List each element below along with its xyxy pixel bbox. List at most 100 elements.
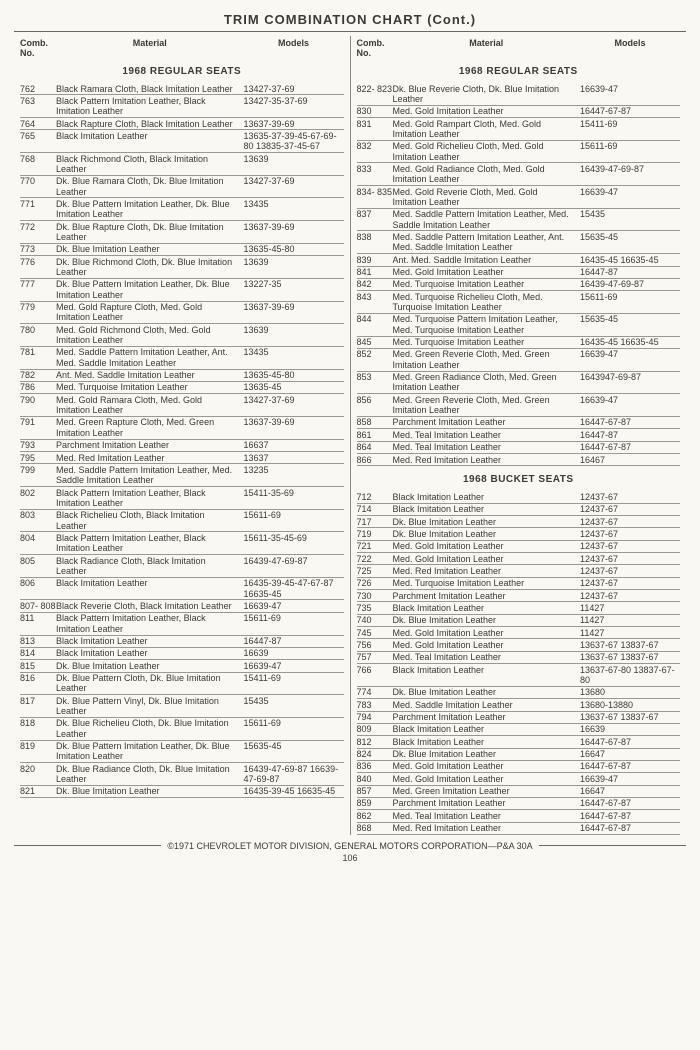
table-row: 819Dk. Blue Pattern Imitation Leather, D…: [20, 741, 344, 764]
left-column: Comb. No. Material Models 1968 REGULAR S…: [14, 36, 350, 835]
material-cell: Med. Gold Radiance Cloth, Med. Gold Imit…: [393, 164, 581, 185]
columns-container: Comb. No. Material Models 1968 REGULAR S…: [14, 36, 686, 835]
models-cell: 16447-67-87: [580, 106, 680, 116]
material-cell: Dk. Blue Pattern Cloth, Dk. Blue Imitati…: [56, 673, 244, 694]
material-cell: Parchment Imitation Leather: [393, 591, 581, 601]
comb-no: 824: [357, 749, 393, 759]
models-cell: 16467: [580, 455, 680, 465]
comb-no: 857: [357, 786, 393, 796]
material-cell: Black Richmond Cloth, Black Imitation Le…: [56, 154, 244, 175]
comb-no: 836: [357, 761, 393, 771]
material-cell: Med. Saddle Pattern Imitation Leather, A…: [393, 232, 581, 253]
comb-no: 777: [20, 279, 56, 300]
material-cell: Med. Saddle Pattern Imitation Leather, M…: [56, 465, 244, 486]
table-row: 717Dk. Blue Imitation Leather12437-67: [357, 516, 681, 528]
material-cell: Black Imitation Leather: [393, 737, 581, 747]
table-row: 843Med. Turquoise Richelieu Cloth, Med. …: [357, 291, 681, 314]
comb-no: 814: [20, 648, 56, 658]
models-cell: 12437-67: [580, 566, 680, 576]
models-cell: 13427-37-69: [244, 176, 344, 197]
material-cell: Med. Turquoise Richelieu Cloth, Med. Tur…: [393, 292, 581, 313]
table-row: 735Black Imitation Leather11427: [357, 602, 681, 614]
material-cell: Med. Gold Rapture Cloth, Med. Gold Imita…: [56, 302, 244, 323]
models-cell: 16447-87: [580, 267, 680, 277]
comb-no: 859: [357, 798, 393, 808]
material-cell: Dk. Blue Imitation Leather: [393, 517, 581, 527]
table-row: 842Med. Turquoise Imitation Leather16439…: [357, 279, 681, 291]
models-cell: 15411-69: [580, 119, 680, 140]
models-cell: 16647: [580, 749, 680, 759]
comb-no: 799: [20, 465, 56, 486]
material-cell: Med. Gold Richelieu Cloth, Med. Gold Imi…: [393, 141, 581, 162]
models-cell: 13637-39-69: [244, 119, 344, 129]
table-row: 841Med. Gold Imitation Leather16447-87: [357, 267, 681, 279]
right-regular-rows: 822- 823Dk. Blue Reverie Cloth, Dk. Blue…: [357, 83, 681, 466]
models-cell: 12437-67: [580, 529, 680, 539]
table-row: 818Dk. Blue Richelieu Cloth, Dk. Blue Im…: [20, 718, 344, 741]
table-row: 756Med. Gold Imitation Leather13637-67 1…: [357, 639, 681, 651]
comb-no: 858: [357, 417, 393, 427]
comb-no: 795: [20, 453, 56, 463]
header-comb: Comb. No.: [357, 38, 393, 58]
models-cell: 15611-69: [244, 613, 344, 634]
material-cell: Dk. Blue Richmond Cloth, Dk. Blue Imitat…: [56, 257, 244, 278]
table-row: 745Med. Gold Imitation Leather11427: [357, 627, 681, 639]
material-cell: Med. Gold Imitation Leather: [393, 267, 581, 277]
models-cell: 15635-45: [580, 232, 680, 253]
models-cell: 15435: [580, 209, 680, 230]
material-cell: Dk. Blue Reverie Cloth, Dk. Blue Imitati…: [393, 84, 581, 105]
comb-no: 852: [357, 349, 393, 370]
models-cell: 16439-47-69-87 16639-47-69-87: [244, 764, 344, 785]
table-row: 816Dk. Blue Pattern Cloth, Dk. Blue Imit…: [20, 673, 344, 696]
material-cell: Black Imitation Leather: [56, 648, 244, 658]
header-material: Material: [393, 38, 581, 58]
table-row: 757Med. Teal Imitation Leather13637-67 1…: [357, 652, 681, 664]
table-row: 740Dk. Blue Imitation Leather11427: [357, 615, 681, 627]
comb-no: 818: [20, 718, 56, 739]
material-cell: Med. Turquoise Imitation Leather: [393, 337, 581, 347]
header-material: Material: [56, 38, 244, 58]
comb-no: 793: [20, 440, 56, 450]
material-cell: Dk. Blue Richelieu Cloth, Dk. Blue Imita…: [56, 718, 244, 739]
material-cell: Black Imitation Leather: [56, 131, 244, 152]
comb-no: 781: [20, 347, 56, 368]
comb-no: 773: [20, 244, 56, 254]
material-cell: Black Imitation Leather: [393, 504, 581, 514]
material-cell: Med. Green Imitation Leather: [393, 786, 581, 796]
material-cell: Med. Gold Imitation Leather: [393, 628, 581, 638]
models-cell: 16639-47: [244, 601, 344, 611]
table-row: 862Med. Teal Imitation Leather16447-67-8…: [357, 810, 681, 822]
material-cell: Black Imitation Leather: [56, 636, 244, 646]
table-row: 820Dk. Blue Radiance Cloth, Dk. Blue Imi…: [20, 763, 344, 786]
material-cell: Med. Saddle Pattern Imitation Leather, A…: [56, 347, 244, 368]
comb-no: 768: [20, 154, 56, 175]
table-row: 772Dk. Blue Rapture Cloth, Dk. Blue Imit…: [20, 221, 344, 244]
material-cell: Med. Teal Imitation Leather: [393, 652, 581, 662]
material-cell: Med. Red Imitation Leather: [393, 823, 581, 833]
models-cell: 16439-47-69-87: [244, 556, 344, 577]
models-cell: 13427-37-69: [244, 395, 344, 416]
table-row: 782Ant. Med. Saddle Imitation Leather136…: [20, 370, 344, 382]
material-cell: Med. Gold Imitation Leather: [393, 541, 581, 551]
models-cell: 12437-67: [580, 541, 680, 551]
models-cell: 13235: [244, 465, 344, 486]
comb-no: 783: [357, 700, 393, 710]
table-row: 868Med. Red Imitation Leather16447-67-87: [357, 823, 681, 835]
table-row: 807- 808Black Reverie Cloth, Black Imita…: [20, 600, 344, 612]
models-cell: 16439-47-69-87: [580, 279, 680, 289]
models-cell: 12437-67: [580, 591, 680, 601]
models-cell: 13637-67 13837-67: [580, 712, 680, 722]
models-cell: 16447-67-87: [580, 798, 680, 808]
comb-no: 813: [20, 636, 56, 646]
table-row: 824Dk. Blue Imitation Leather16647: [357, 749, 681, 761]
material-cell: Dk. Blue Pattern Imitation Leather, Dk. …: [56, 279, 244, 300]
models-cell: 16639: [580, 724, 680, 734]
table-row: 839Ant. Med. Saddle Imitation Leather164…: [357, 254, 681, 266]
material-cell: Dk. Blue Imitation Leather: [56, 786, 244, 796]
material-cell: Black Reverie Cloth, Black Imitation Lea…: [56, 601, 244, 611]
models-cell: 16639-47: [244, 661, 344, 671]
table-row: 773Dk. Blue Imitation Leather13635-45-80: [20, 244, 344, 256]
material-cell: Parchment Imitation Leather: [56, 440, 244, 450]
comb-no: 730: [357, 591, 393, 601]
right-header-row: Comb. No. Material Models: [357, 38, 681, 58]
